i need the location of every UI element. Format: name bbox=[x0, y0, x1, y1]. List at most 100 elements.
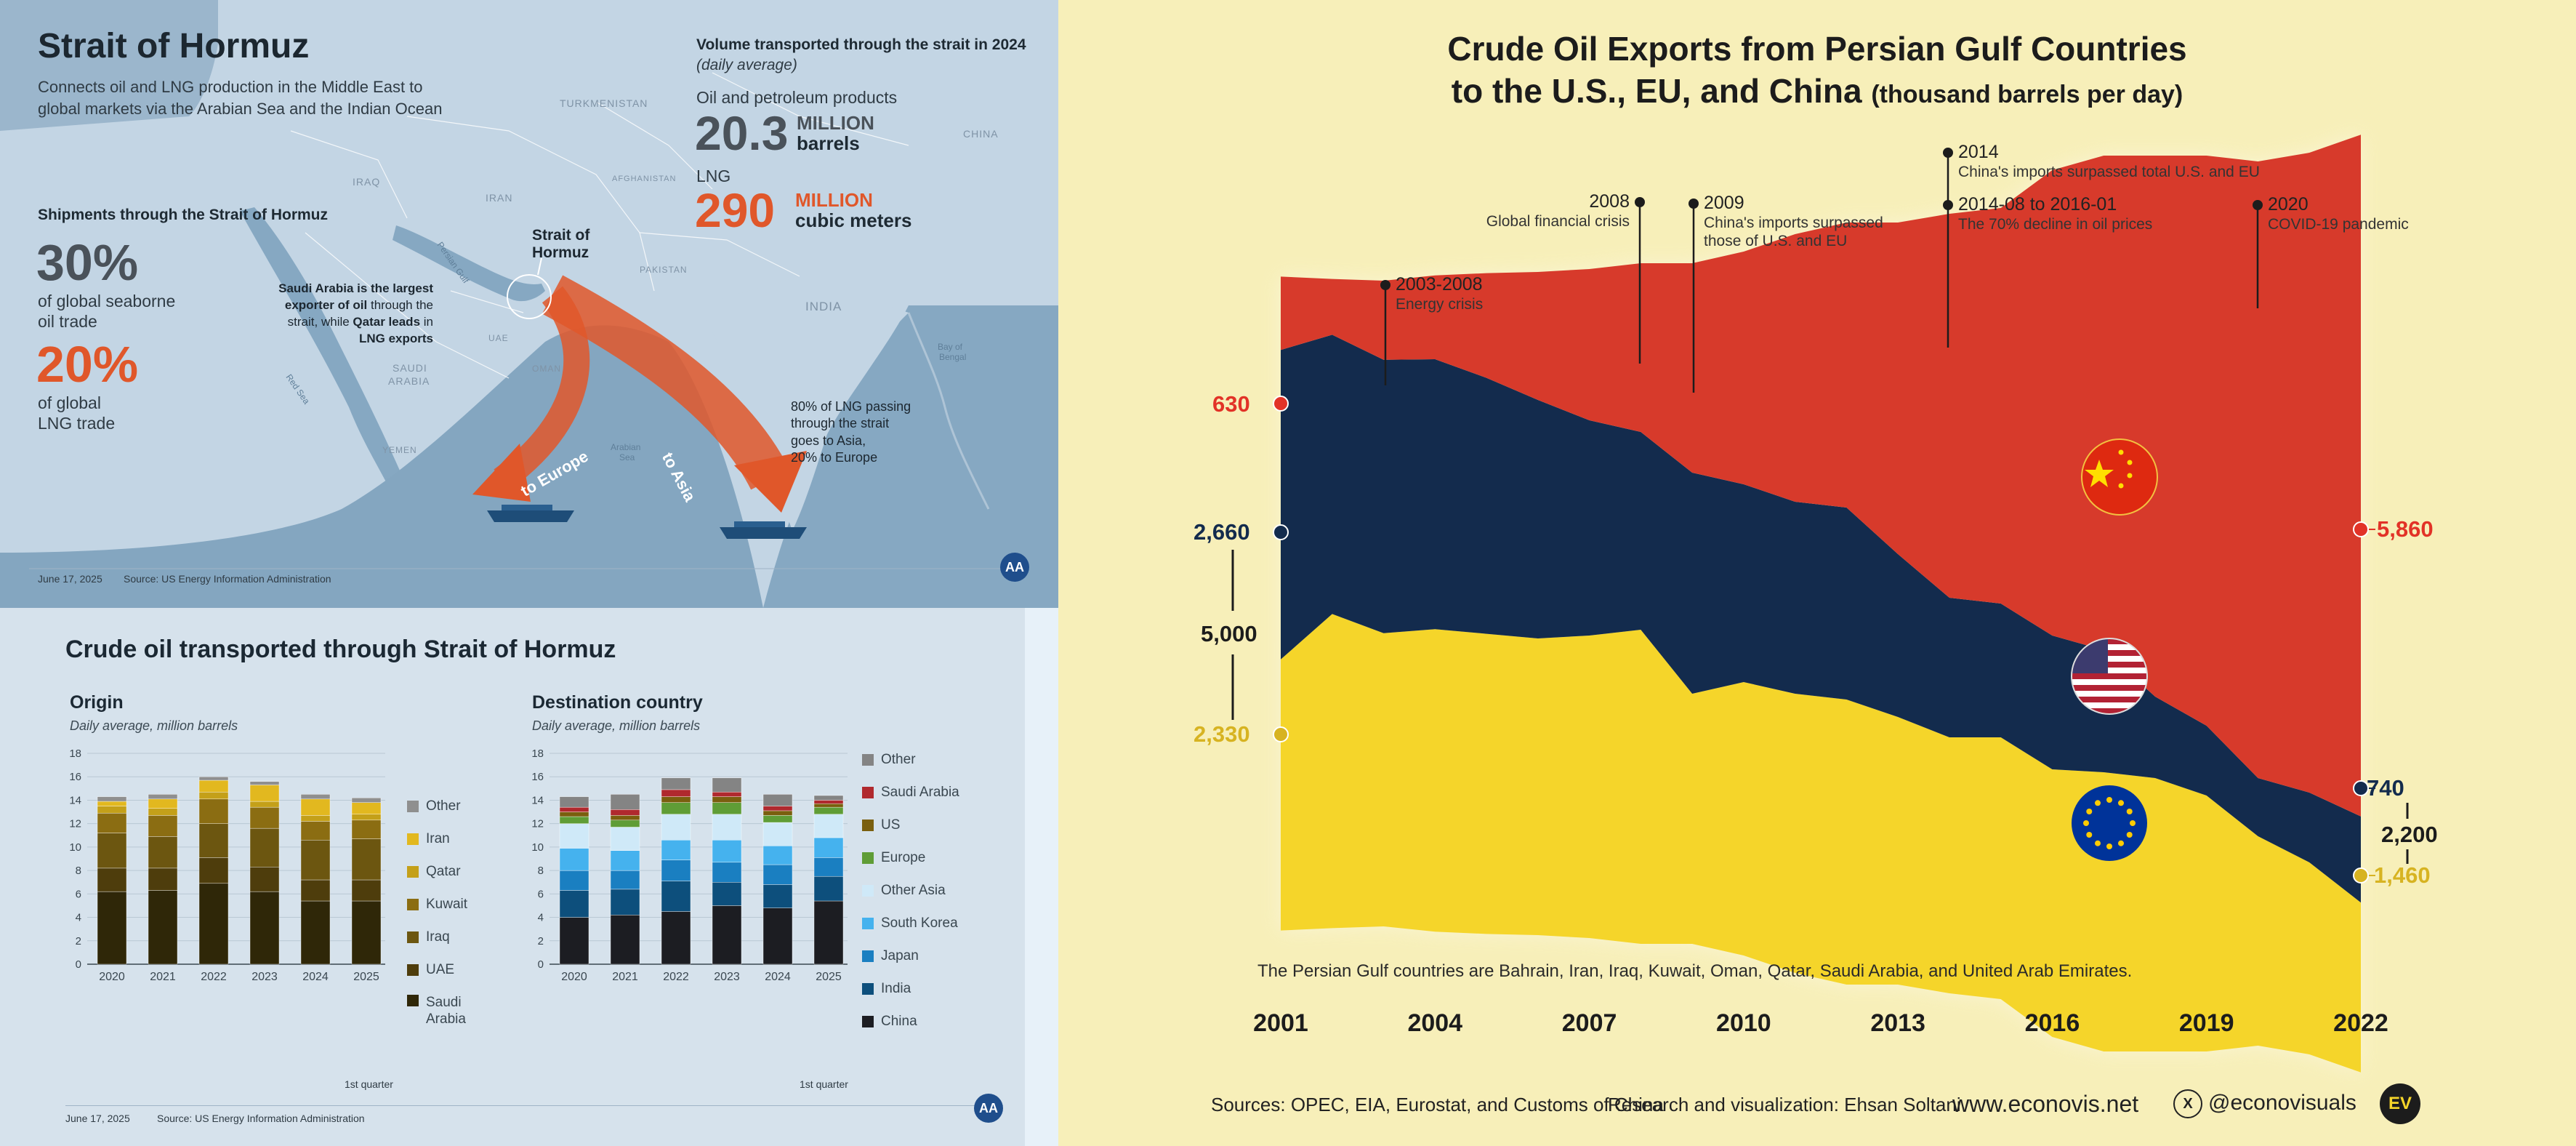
dest-bar-india-2025 bbox=[813, 875, 844, 902]
origin-legend-item-saudi-arabia: Saudi Arabia bbox=[407, 995, 484, 1028]
coast-line bbox=[907, 312, 990, 510]
event-label-2014: 2014 China's imports surpassed total U.S.… bbox=[1958, 141, 2260, 181]
gulf-title-units: (thousand barrels per day) bbox=[1871, 81, 2183, 108]
origin-bar-other-2023 bbox=[249, 781, 280, 785]
event-dot-2014 bbox=[1943, 148, 1953, 158]
label-china: CHINA bbox=[963, 128, 999, 140]
gulf-title-line1: Crude Oil Exports from Persian Gulf Coun… bbox=[1447, 30, 2187, 68]
dest-bar-saudi-arabia-2022 bbox=[661, 789, 691, 797]
origin-ytick-label: 18 bbox=[69, 748, 81, 760]
china-flag-icon bbox=[2081, 438, 2158, 516]
india-landmass bbox=[698, 276, 909, 531]
event-text: Global financial crisis bbox=[1486, 213, 1630, 230]
dest-ytick-label: 6 bbox=[538, 888, 544, 900]
origin-bar-other-2024 bbox=[300, 794, 331, 800]
dest-ytick-label: 12 bbox=[531, 818, 544, 830]
saudi-note-l3a: strait, while bbox=[287, 314, 353, 329]
event-dot-2003-2008 bbox=[1380, 280, 1390, 290]
hormuz-map-graphic bbox=[0, 0, 1058, 608]
gulf-xtick-label: 2013 bbox=[1870, 1009, 1925, 1037]
x-social-icon: X bbox=[2173, 1089, 2202, 1118]
dest-xtick-label: 2025 bbox=[816, 971, 842, 983]
event-year: 2014 bbox=[1958, 142, 1999, 162]
dest-xtick-label: 2024 bbox=[765, 971, 791, 983]
label-oman: OMAN bbox=[532, 364, 561, 374]
event-year: 2003-2008 bbox=[1396, 274, 1483, 294]
lng-volume-label: LNG bbox=[696, 167, 731, 185]
label-arabian-sea-2: Sea bbox=[619, 452, 635, 462]
origin-xtick-label: 2024 bbox=[302, 971, 329, 983]
origin-bar-kuwait-2022 bbox=[198, 798, 229, 824]
origin-bar-uae-2021 bbox=[148, 867, 178, 891]
right-marker-dot-us bbox=[2353, 780, 2369, 796]
crude-date: June 17, 2025 bbox=[65, 1113, 130, 1124]
saudi-note-l1: Saudi Arabia is the largest bbox=[278, 281, 433, 295]
event-label-2003-2008: 2003-2008 Energy crisis bbox=[1396, 273, 1483, 313]
event-text: China's imports surpassed bbox=[1704, 215, 1883, 231]
origin-legend-swatch bbox=[407, 899, 419, 910]
origin-legend: Other Iran Qatar Kuwait Iraq UAE Saudi Arabia bbox=[407, 798, 509, 1027]
dest-bar-china-2021 bbox=[610, 915, 640, 965]
origin-bar-kuwait-2021 bbox=[148, 815, 178, 837]
origin-bar-iraq-2020 bbox=[97, 833, 127, 869]
dest-bar-other-2024 bbox=[762, 794, 793, 806]
label-iran: IRAN bbox=[486, 192, 513, 204]
dest-bar-india-2024 bbox=[762, 884, 793, 908]
dest-legend-label: Japan bbox=[881, 948, 919, 963]
dest-bar-india-2020 bbox=[559, 890, 589, 918]
origin-legend-swatch bbox=[407, 866, 419, 878]
event-text: China's imports surpassed total U.S. and… bbox=[1958, 164, 2260, 180]
strait-label-line1: Strait of bbox=[532, 227, 590, 244]
dest-legend-item-us: US bbox=[862, 817, 900, 833]
dest-bar-india-2023 bbox=[712, 882, 742, 906]
oil-volume-value: 20.3 bbox=[695, 106, 789, 160]
event-dot-2020 bbox=[2253, 200, 2263, 210]
dest-ytick-label: 10 bbox=[531, 841, 544, 854]
crude-panel-title: Crude oil transported through Strait of … bbox=[65, 636, 616, 663]
origin-bar-iran-2023 bbox=[249, 785, 280, 802]
right-marker-dot-china bbox=[2353, 521, 2369, 537]
tanker-ship-icon-asia bbox=[720, 521, 807, 539]
origin-legend-swatch bbox=[407, 995, 419, 1006]
origin-legend-item-iraq: Iraq bbox=[407, 929, 450, 945]
origin-ytick-label: 10 bbox=[69, 841, 81, 854]
dest-bar-europe-2025 bbox=[813, 806, 844, 814]
econovis-logo: EV bbox=[2380, 1083, 2420, 1124]
saudi-qatar-note: Saudi Arabia is the largest exporter of … bbox=[272, 281, 433, 348]
origin-bar-iraq-2021 bbox=[148, 836, 178, 869]
oil-volume-unit-million: MILLION bbox=[797, 112, 874, 134]
origin-xtick-label: 2022 bbox=[201, 971, 227, 983]
dest-bar-other-asia-2020 bbox=[559, 823, 589, 849]
event-text: Energy crisis bbox=[1396, 296, 1484, 313]
label-bay-of-bengal-1: Bay of bbox=[938, 342, 963, 352]
dest-bar-india-2021 bbox=[610, 889, 640, 915]
anadolu-logo: AA bbox=[1000, 553, 1029, 582]
origin-bar-qatar-2021 bbox=[148, 808, 178, 816]
saudi-note-l2a: exporter of oil bbox=[284, 297, 368, 312]
strait-label-line2: Hormuz bbox=[532, 244, 589, 261]
lng-share-text-line2: LNG trade bbox=[38, 414, 116, 433]
europe-arrow-head bbox=[472, 444, 531, 502]
shipments-header: Shipments through the Strait of Hormuz bbox=[38, 207, 328, 223]
dest-bar-other-2023 bbox=[712, 777, 742, 793]
anadolu-logo-2: AA bbox=[974, 1094, 1003, 1123]
dest-bar-us-2025 bbox=[813, 804, 844, 808]
dest-bar-europe-2024 bbox=[762, 815, 793, 823]
dest-bar-europe-2023 bbox=[712, 802, 742, 814]
oil-volume-label: Oil and petroleum products bbox=[696, 88, 898, 107]
dest-legend-label: India bbox=[881, 981, 911, 996]
gulf-xtick-label: 2019 bbox=[2179, 1009, 2234, 1037]
strait-highlight-circle bbox=[507, 274, 552, 319]
dest-bar-europe-2021 bbox=[610, 820, 640, 828]
origin-bar-kuwait-2020 bbox=[97, 812, 127, 833]
dest-bar-us-2024 bbox=[762, 810, 793, 816]
origin-xtick-label: 2021 bbox=[150, 971, 176, 983]
gulf-sources: Sources: OPEC, EIA, Eurostat, and Custom… bbox=[1211, 1094, 1664, 1115]
gulf-footnote: The Persian Gulf countries are Bahrain, … bbox=[1257, 961, 2133, 981]
red-sea-shape bbox=[240, 207, 407, 494]
origin-bar-saudi-arabia-2024 bbox=[300, 900, 331, 965]
left-marker-dot-us bbox=[1273, 524, 1289, 540]
dest-bar-japan-2021 bbox=[610, 870, 640, 890]
dest-bar-other-asia-2024 bbox=[762, 822, 793, 846]
origin-legend-item-kuwait: Kuwait bbox=[407, 897, 467, 913]
